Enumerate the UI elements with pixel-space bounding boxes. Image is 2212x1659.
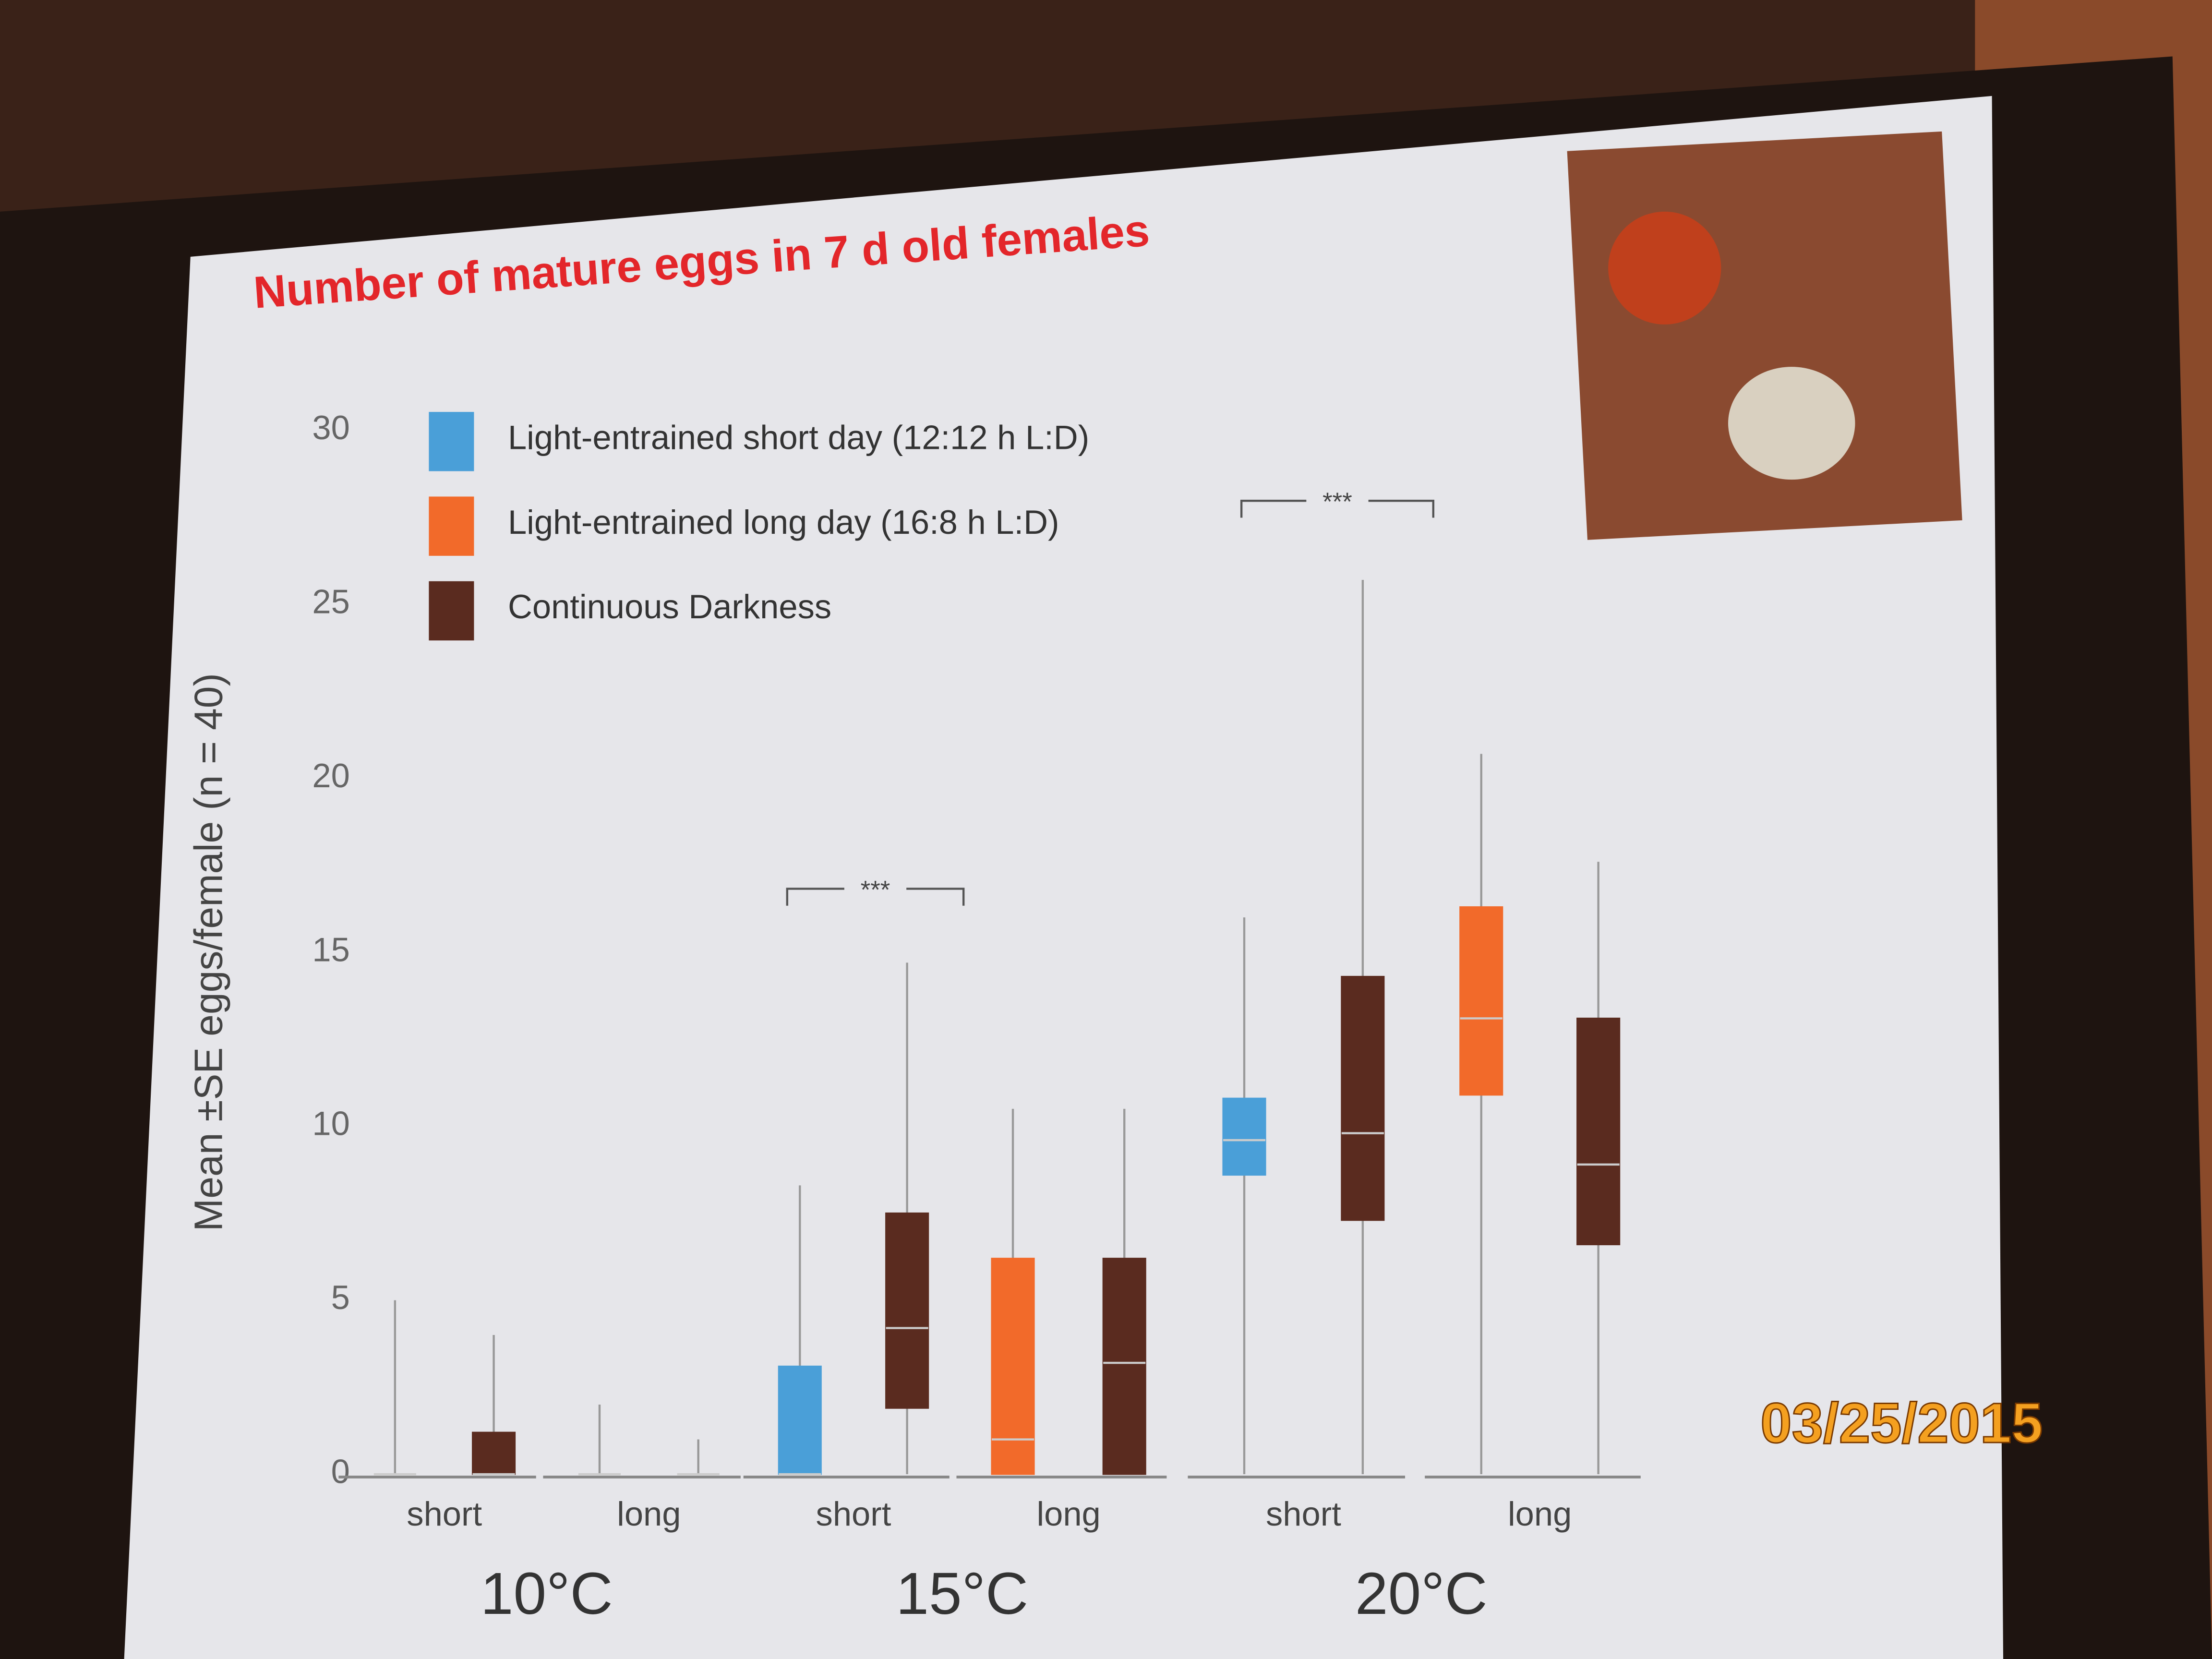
significance-label: *** — [1322, 488, 1352, 516]
box — [1102, 1258, 1146, 1475]
legend-swatch — [429, 412, 474, 471]
box — [778, 1365, 822, 1475]
group-label: 10°C — [481, 1561, 613, 1627]
x-tick-label: short — [816, 1495, 891, 1533]
photo-eggs — [1728, 367, 1855, 480]
y-tick-label: 25 — [312, 582, 349, 620]
y-tick-label: 15 — [312, 930, 349, 968]
box — [472, 1431, 516, 1475]
y-tick-label: 30 — [312, 409, 349, 446]
photo-fly — [1608, 211, 1721, 325]
box — [1459, 906, 1503, 1096]
y-tick-label: 0 — [331, 1453, 350, 1491]
legend-swatch — [429, 496, 474, 556]
legend-label: Light-entrained long day (16:8 h L:D) — [508, 503, 1059, 541]
x-tick-label: long — [617, 1495, 681, 1533]
x-tick-label: long — [1508, 1495, 1572, 1533]
legend-swatch — [429, 581, 474, 641]
x-tick-label: short — [1266, 1495, 1341, 1533]
y-tick-label: 10 — [312, 1105, 349, 1142]
box — [1576, 1017, 1621, 1246]
legend-label: Light-entrained short day (12:12 h L:D) — [508, 419, 1089, 457]
y-tick-label: 20 — [312, 757, 349, 794]
box — [991, 1258, 1035, 1475]
group-label: 15°C — [896, 1561, 1028, 1627]
legend-label: Continuous Darkness — [508, 588, 831, 625]
x-tick-label: long — [1036, 1495, 1100, 1533]
date-stamp: 03/25/2015 — [1760, 1392, 2043, 1455]
group-label: 20°C — [1355, 1561, 1488, 1627]
box — [1341, 975, 1385, 1221]
significance-label: *** — [861, 876, 890, 904]
box — [1222, 1097, 1266, 1176]
bracket-gap — [844, 877, 907, 900]
y-tick-label: 5 — [331, 1278, 350, 1316]
slide — [124, 96, 2004, 1659]
inset-photo — [1567, 131, 1962, 540]
y-axis-label: Mean ±SE eggs/female (n = 40) — [187, 673, 231, 1231]
x-tick-label: short — [407, 1495, 482, 1533]
box — [885, 1212, 929, 1409]
bracket-gap — [1306, 489, 1369, 512]
